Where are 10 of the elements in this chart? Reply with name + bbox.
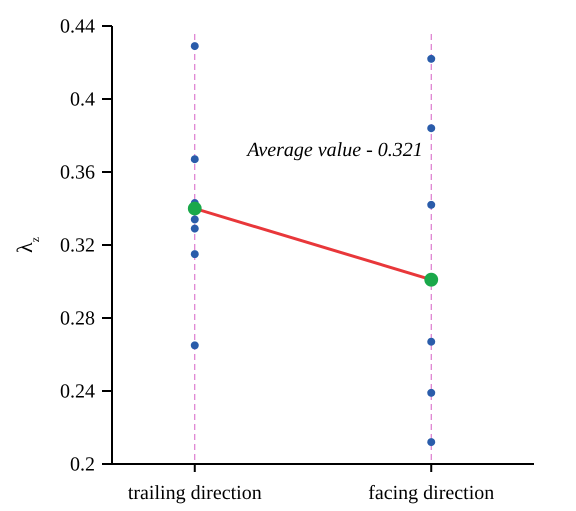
y-tick-label: 0.4: [70, 88, 95, 110]
y-tick-label: 0.28: [60, 307, 95, 330]
y-tick-label: 0.36: [60, 161, 95, 184]
x-tick-label: facing direction: [368, 482, 494, 504]
annotation: Average value - 0.321: [245, 139, 423, 161]
y-tick-label: 0.32: [60, 234, 95, 256]
y-tick-label: 0.44: [60, 15, 95, 38]
x-tick-label: trailing direction: [128, 482, 262, 504]
y-tick-label: 0.2: [70, 453, 95, 476]
y-tick-label: 0.24: [60, 380, 95, 402]
